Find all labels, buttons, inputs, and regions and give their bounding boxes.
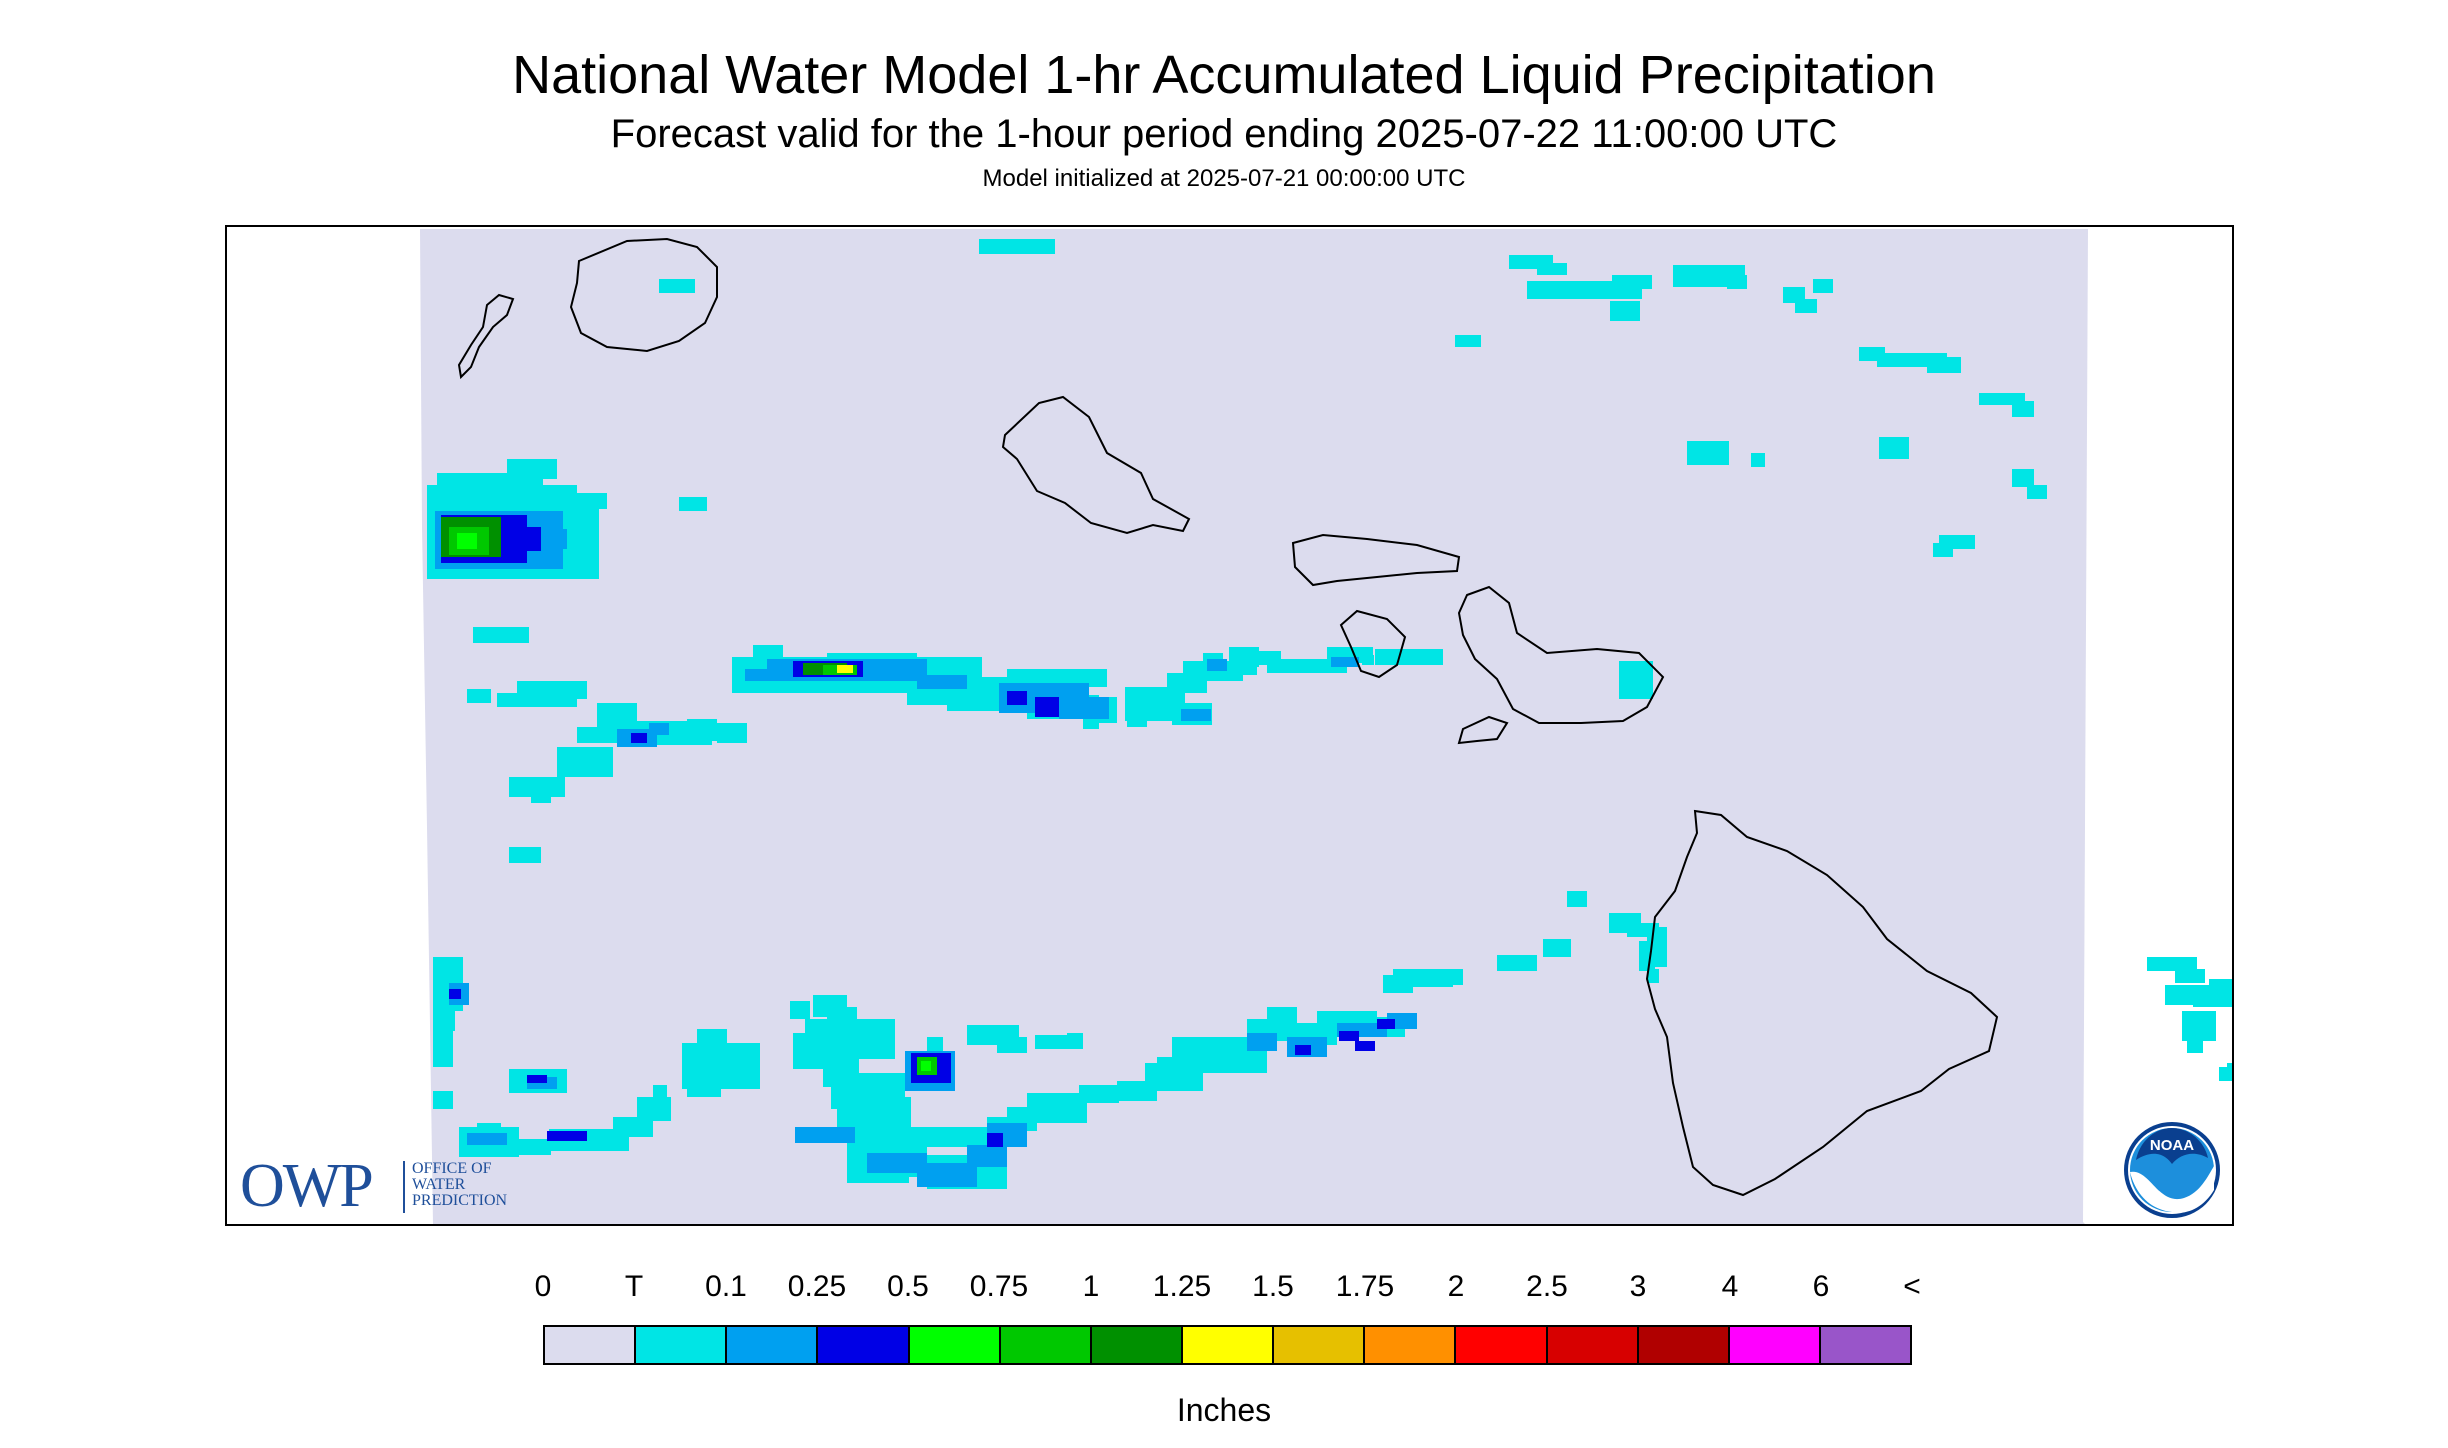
- legend-label: 1.75: [1335, 1270, 1395, 1303]
- owp-logo-line: OFFICE OF: [412, 1160, 492, 1177]
- legend-swatch: [1000, 1327, 1092, 1363]
- legend-swatch: [1638, 1327, 1730, 1363]
- owp-logo-line: WATER: [412, 1176, 466, 1193]
- island-niihau: [457, 293, 515, 380]
- legend-label: 0.5: [887, 1270, 929, 1303]
- legend-label: 6: [1812, 1270, 1830, 1303]
- legend-swatch: [909, 1327, 1001, 1363]
- legend-swatch: [1729, 1327, 1821, 1363]
- legend-colorbar: [543, 1325, 1912, 1365]
- legend-swatch: [1365, 1327, 1457, 1363]
- legend-label: T: [624, 1270, 644, 1303]
- legend-label: 0.25: [787, 1270, 847, 1303]
- precip-map: [420, 229, 2232, 1224]
- legend-swatch: [1182, 1327, 1275, 1363]
- legend-swatch: [1274, 1327, 1366, 1363]
- owp-logo: OWP OFFICE OF WATER PREDICTION: [240, 1152, 560, 1220]
- legend-swatch: [727, 1327, 819, 1363]
- model-init-text: Model initialized at 2025-07-21 00:00:00…: [982, 165, 1466, 192]
- island-lanai: [1339, 609, 1407, 679]
- island-hawaii: [1645, 809, 1999, 1197]
- legend-label: 2.5: [1526, 1270, 1568, 1303]
- legend-swatch: [1820, 1327, 1911, 1363]
- owp-logo-line: PREDICTION: [412, 1192, 508, 1209]
- legend-label: 1.25: [1152, 1270, 1212, 1303]
- owp-logo-divider: [403, 1161, 405, 1213]
- noaa-logo-text: NOAA: [2150, 1137, 2194, 1154]
- chart-title: National Water Model 1-hr Accumulated Li…: [512, 45, 1936, 105]
- legend-swatch: [1091, 1327, 1183, 1363]
- legend-swatch: [818, 1327, 910, 1363]
- noaa-logo: NOAA: [2124, 1122, 2220, 1218]
- model-domain: [420, 229, 2088, 1224]
- island-molokai: [1291, 533, 1461, 587]
- chart-subtitle: Forecast valid for the 1-hour period end…: [610, 112, 1838, 156]
- island-oahu: [1001, 395, 1191, 535]
- map-panel: [225, 225, 2234, 1226]
- legend-labels: 0 T 0.1 0.25 0.5 0.75 1 1.25 1.5 1.75 2 …: [0, 1270, 2448, 1310]
- legend-label: 0.75: [969, 1270, 1029, 1303]
- legend-swatch: [1547, 1327, 1639, 1363]
- island-maui: [1457, 585, 1665, 724]
- legend-units: Inches: [1176, 1392, 1272, 1428]
- legend-label: 2: [1447, 1270, 1465, 1303]
- legend-label: 1.5: [1252, 1270, 1294, 1303]
- owp-logo-letters: OWP: [240, 1152, 374, 1220]
- legend-label: 4: [1721, 1270, 1739, 1303]
- island-kauai: [569, 237, 718, 353]
- legend-label: 3: [1629, 1270, 1647, 1303]
- legend-label: 0.1: [705, 1270, 747, 1303]
- island-kahoolawe: [1457, 715, 1509, 745]
- legend-swatch: [545, 1327, 637, 1363]
- legend-label: 1: [1082, 1270, 1100, 1303]
- coastlines: [457, 237, 1999, 1197]
- precip-heavy-cells: [441, 517, 937, 1075]
- precip-trace-cells: [427, 239, 2232, 1189]
- legend-label: <: [1903, 1270, 1921, 1303]
- owp-logo-subtext: OFFICE OF WATER PREDICTION: [412, 1161, 507, 1209]
- legend-label: 0: [534, 1270, 552, 1303]
- legend-swatch: [1456, 1327, 1548, 1363]
- legend-swatch: [636, 1327, 728, 1363]
